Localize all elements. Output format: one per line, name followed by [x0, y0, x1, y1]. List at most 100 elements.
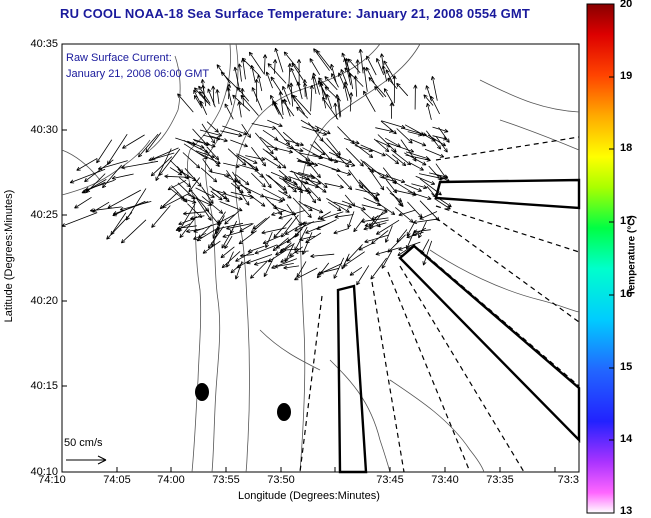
current-vector — [348, 92, 354, 112]
current-vector — [102, 164, 123, 189]
current-vector — [217, 211, 226, 225]
current-vector — [254, 244, 278, 255]
current-vector — [230, 139, 248, 148]
current-vector — [392, 154, 407, 167]
current-vector — [220, 130, 243, 138]
plot-frame — [61, 43, 580, 473]
current-vector — [328, 157, 356, 167]
x-tick-label: 73:50 — [267, 474, 295, 486]
current-vector — [419, 178, 442, 196]
current-vector — [201, 196, 224, 214]
current-vector — [257, 74, 263, 92]
current-vector — [373, 138, 390, 153]
current-vector — [206, 146, 220, 161]
current-vector — [227, 148, 247, 166]
current-vector — [387, 234, 406, 253]
current-vector — [365, 66, 375, 84]
current-vector — [226, 83, 232, 100]
current-vector — [265, 71, 273, 89]
current-vector — [318, 77, 330, 90]
current-vector — [210, 190, 223, 201]
current-vector — [138, 133, 159, 158]
colorbar-tick-label: 19 — [620, 70, 633, 82]
current-vector — [294, 226, 308, 252]
current-vector — [280, 248, 301, 253]
current-vector — [319, 267, 340, 275]
current-vector — [69, 168, 106, 184]
current-vector — [201, 84, 206, 101]
current-vector — [341, 253, 350, 270]
current-vector — [385, 153, 400, 165]
current-vector — [412, 227, 427, 236]
current-vector — [202, 240, 221, 254]
current-vector — [110, 212, 127, 236]
current-vector — [233, 66, 241, 92]
current-vector — [193, 223, 217, 233]
current-vector — [312, 175, 328, 189]
current-vector — [311, 75, 317, 94]
current-vector — [307, 187, 322, 202]
current-vector — [162, 193, 190, 208]
current-vector — [352, 141, 374, 158]
current-vector — [355, 59, 360, 75]
current-vector — [343, 251, 365, 267]
y-tick-label: 40:25 — [30, 209, 58, 221]
current-vector-field — [61, 47, 452, 286]
current-vector — [337, 174, 353, 191]
current-vector — [297, 160, 319, 167]
current-vector — [377, 202, 396, 215]
current-vector — [224, 103, 234, 120]
current-vector — [360, 159, 374, 173]
current-vector — [358, 48, 364, 74]
current-vector — [222, 230, 244, 238]
current-vector — [236, 154, 259, 171]
current-vector — [282, 179, 297, 193]
y-tick-label: 40:30 — [30, 124, 58, 136]
current-vector — [328, 201, 342, 212]
current-vector — [121, 160, 159, 170]
current-vector — [386, 186, 404, 207]
current-vector — [326, 198, 350, 213]
current-vector — [237, 63, 242, 82]
current-vector — [221, 228, 234, 249]
current-vector — [303, 185, 317, 204]
current-vector — [300, 119, 320, 132]
current-vector — [363, 90, 376, 112]
current-vector — [349, 266, 363, 276]
current-vector — [303, 82, 308, 100]
current-vector — [148, 152, 175, 162]
product-time: January 21, 2008 06:00 GMT — [66, 68, 210, 80]
current-vector — [302, 147, 323, 159]
current-vector — [370, 257, 387, 280]
current-vector — [235, 174, 250, 186]
colorbar-tick-label: 16 — [620, 288, 633, 300]
current-vector — [344, 194, 356, 207]
current-vector — [270, 171, 288, 180]
current-vector — [267, 63, 287, 84]
current-vector — [270, 76, 284, 95]
current-vector — [434, 198, 451, 210]
y-tick-label: 40:20 — [30, 295, 58, 307]
current-vector — [193, 94, 203, 109]
current-vector — [438, 127, 450, 143]
current-vector — [240, 94, 259, 116]
colorbar-title: Temperature (°C) — [626, 215, 638, 296]
current-vector — [211, 189, 227, 195]
current-vector — [409, 138, 427, 147]
marker-blob-1 — [195, 383, 209, 401]
current-vector — [345, 148, 364, 167]
current-vector — [195, 150, 216, 159]
current-vector — [193, 232, 207, 240]
x-tick-label: 73:55 — [212, 474, 240, 486]
current-vector — [385, 178, 397, 194]
current-vector — [296, 59, 302, 87]
current-vector — [187, 194, 213, 206]
current-vector — [424, 148, 445, 158]
current-vector — [420, 239, 430, 255]
dashed-radials — [299, 136, 580, 473]
current-vector — [419, 200, 440, 222]
current-vector — [226, 170, 240, 190]
current-vector — [423, 94, 434, 106]
current-vector — [273, 206, 297, 216]
current-vector — [238, 230, 257, 245]
